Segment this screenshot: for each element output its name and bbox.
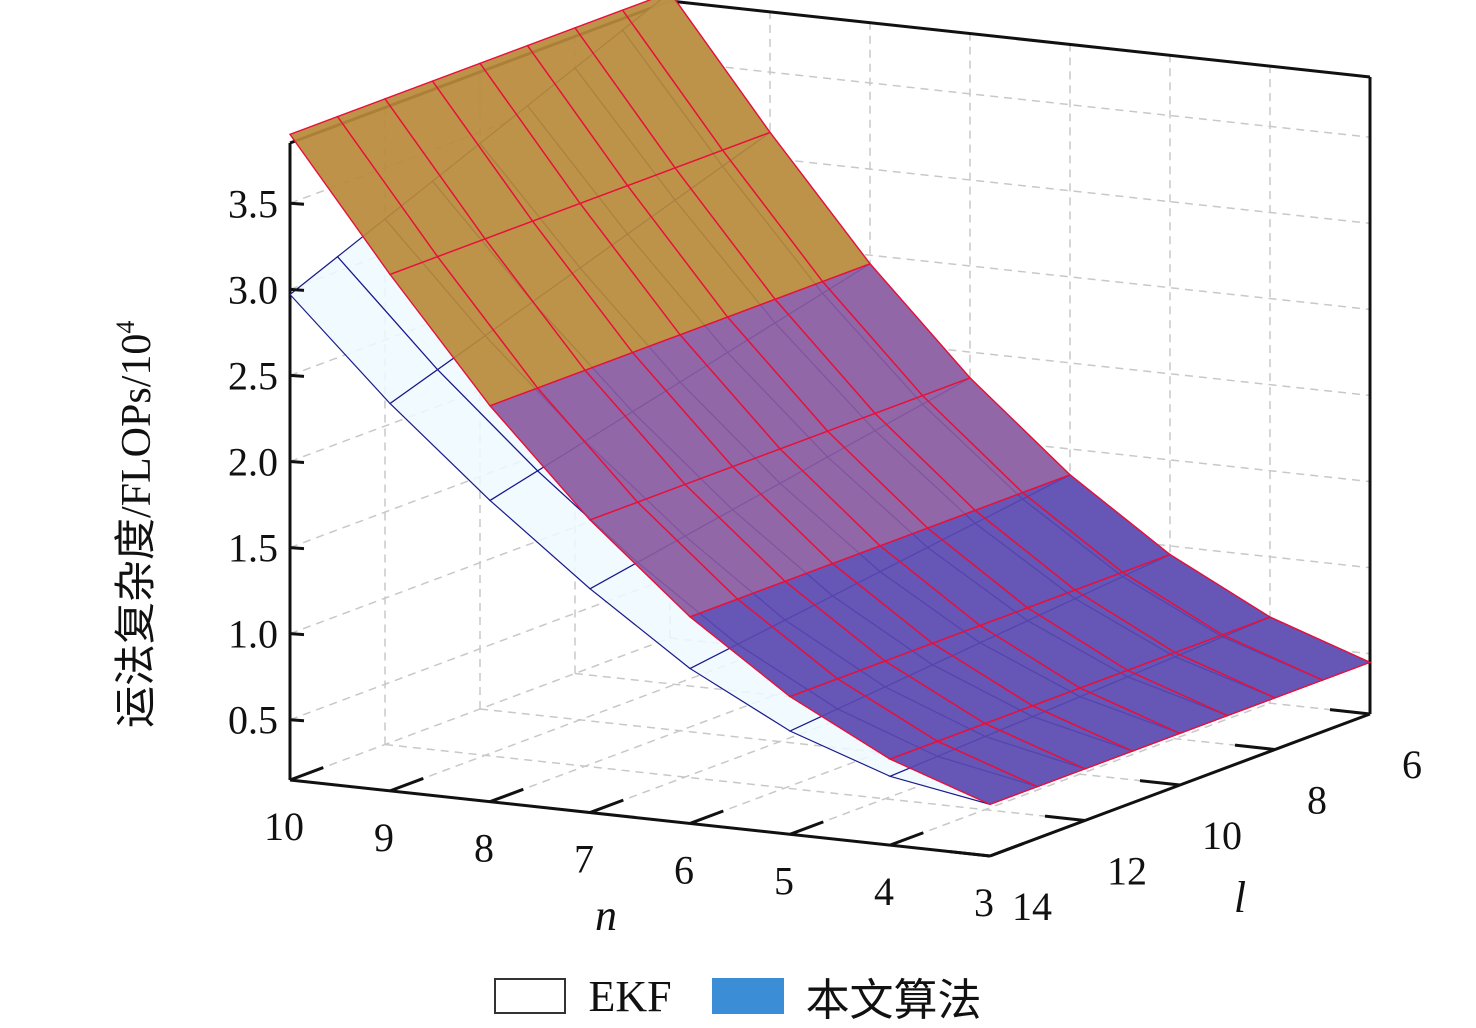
n-tick-mark <box>889 831 924 847</box>
legend: EKF 本文算法 <box>0 968 1476 1025</box>
z-tick-mark <box>289 460 305 464</box>
z-axis-label: 运法复杂度/FLOPs/104 <box>111 321 160 728</box>
l-tick-mark <box>1234 743 1276 751</box>
l-tick-mark <box>1329 708 1371 716</box>
legend-swatch-ekf <box>494 978 567 1014</box>
z-tick-label: 1.5 <box>228 526 278 571</box>
l-tick-mark <box>1139 779 1181 787</box>
z-tick-mark <box>289 546 305 551</box>
n-tick-label: 10 <box>264 804 304 849</box>
l-tick-label: 12 <box>1107 849 1147 894</box>
box-edge <box>669 0 1371 79</box>
n-tick-label: 9 <box>374 815 394 860</box>
legend-label-ekf: EKF <box>588 971 672 1021</box>
n-tick-mark <box>589 798 624 814</box>
n-tick-mark <box>689 809 724 825</box>
l-tick-label: 8 <box>1307 778 1327 823</box>
surfaces <box>288 0 1372 806</box>
n-tick-label: 5 <box>774 858 794 903</box>
z-tick-mark <box>289 632 305 637</box>
legend-swatch-proposed <box>711 978 784 1014</box>
n-tick-label: 6 <box>674 847 694 892</box>
z-tick-label: 2.5 <box>228 353 278 398</box>
tick-marks <box>289 201 1371 858</box>
z-axis-label-group: 运法复杂度/FLOPs/104 <box>111 321 160 728</box>
l-tick-mark <box>949 850 991 858</box>
grid-line-floor-l <box>384 743 1086 822</box>
z-tick-label: 3.0 <box>228 267 278 312</box>
n-tick-mark <box>789 820 824 836</box>
n-tick-mark <box>389 777 424 793</box>
x-axis-label: n <box>595 891 617 940</box>
z-tick-label: 2.0 <box>228 440 278 485</box>
n-tick-mark <box>489 787 524 804</box>
legend-label-proposed: 本文算法 <box>805 976 982 1025</box>
legend-item-ekf: EKF <box>494 971 672 1022</box>
l-tick-mark <box>1044 814 1086 822</box>
legend-item-proposed: 本文算法 <box>711 964 982 1028</box>
grid-line-back-z <box>669 60 1371 139</box>
z-tick-mark <box>289 201 305 206</box>
z-tick-label: 3.5 <box>228 181 278 226</box>
z-tick-label: 1.0 <box>228 612 278 657</box>
n-tick-label: 7 <box>574 837 594 882</box>
z-tick-mark <box>289 718 305 723</box>
z-tick-label: 0.5 <box>228 698 278 743</box>
z-tick-mark <box>289 287 305 292</box>
z-tick-mark <box>289 373 305 378</box>
l-tick-label: 14 <box>1012 884 1052 929</box>
l-tick-label: 10 <box>1202 813 1242 858</box>
n-tick-label: 3 <box>974 880 994 925</box>
ekf-surface-cell <box>289 255 439 405</box>
n-tick-mark <box>989 842 1024 858</box>
tick-labels: 0.5 1.0 1.5 2.0 2.5 3.0 3.5 10 9 8 7 6 5 4 3 14 12 10 8 6 <box>228 181 1422 929</box>
n-tick-mark <box>289 766 324 782</box>
n-tick-label: 4 <box>874 869 894 914</box>
z-axis-label-superscript: 4 <box>111 321 140 334</box>
box-edge <box>289 778 991 858</box>
n-tick-label: 8 <box>474 826 494 871</box>
proposed-surface-cell <box>288 115 439 276</box>
l-tick-label: 6 <box>1402 742 1422 787</box>
y-axis-label: l <box>1234 873 1246 922</box>
